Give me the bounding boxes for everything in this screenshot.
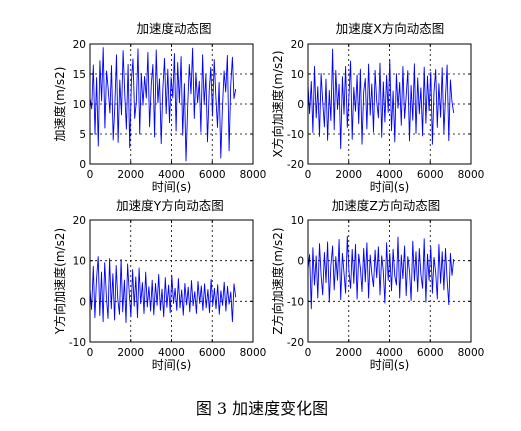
x-tick-label: 0: [305, 169, 312, 181]
y-axis-label: Y方向加速度(m/s2): [52, 228, 67, 335]
x-tick-label: 0: [87, 347, 94, 359]
x-tick-label: 8000: [240, 347, 267, 359]
y-tick-label: -20: [287, 337, 304, 349]
y-axis-label: Z方向加速度(m/s2): [270, 227, 285, 334]
series-line-1: [89, 256, 237, 323]
y-axis-label: X方向加速度(m/s2): [270, 50, 285, 157]
subplot-title: 加速度动态图: [136, 21, 211, 36]
y-tick-label: 0: [297, 99, 304, 111]
x-tick-label: 4000: [158, 169, 185, 181]
y-tick-label: 0: [79, 159, 86, 171]
y-tick-label: -10: [69, 337, 86, 349]
figure-caption: 图 3 加速度变化图: [196, 399, 328, 418]
x-axis-label: 时间(s): [152, 180, 192, 194]
x-tick-label: 8000: [458, 169, 485, 181]
y-axis-label: 加速度(m/s2): [52, 67, 67, 142]
x-tick-label: 2000: [335, 347, 362, 359]
series-line-1: [307, 235, 455, 310]
x-axis-label: 时间(s): [152, 358, 192, 372]
x-tick-label: 2000: [117, 347, 144, 359]
x-tick-label: 4000: [376, 347, 403, 359]
subplot-title: 加速度X方向动态图: [336, 21, 445, 36]
y-tick-label: 20: [73, 215, 86, 227]
y-tick-label: 5: [79, 129, 86, 141]
y-tick-label: -10: [287, 129, 304, 141]
y-tick-label: 15: [73, 69, 86, 81]
y-tick-label: 10: [73, 99, 86, 111]
series-line-1: [307, 48, 455, 150]
series-line-1: [89, 47, 237, 162]
x-tick-label: 8000: [240, 169, 267, 181]
x-axis-label: 时间(s): [370, 358, 410, 372]
y-tick-label: 10: [73, 256, 86, 268]
x-tick-label: 4000: [158, 347, 185, 359]
y-tick-label: 0: [297, 256, 304, 268]
x-tick-label: 6000: [417, 347, 444, 359]
subplot-4: 加速度Z方向动态图 0 2000 4000 6000 8000 -20 -10 0 10 时间(s)…: [270, 198, 484, 372]
y-tick-label: 20: [73, 39, 86, 51]
x-tick-label: 0: [305, 347, 312, 359]
y-tick-label: 10: [291, 69, 304, 81]
x-tick-label: 2000: [117, 169, 144, 181]
x-tick-label: 6000: [199, 169, 226, 181]
x-tick-label: 0: [87, 169, 94, 181]
x-tick-label: 2000: [335, 169, 362, 181]
y-tick-label: 0: [79, 296, 86, 308]
x-axis-label: 时间(s): [370, 180, 410, 194]
subplot-title: 加速度Z方向动态图: [332, 198, 441, 213]
y-tick-label: 20: [291, 39, 304, 51]
x-tick-label: 4000: [376, 169, 403, 181]
subplot-title: 加速度Y方向动态图: [116, 198, 224, 213]
y-tick-label: -20: [287, 159, 304, 171]
subplot-2: 加速度X方向动态图 0 2000 4000 6000 8000 -20 -10 0 10 20 时间(…: [270, 21, 484, 194]
x-tick-label: 6000: [417, 169, 444, 181]
x-tick-label: 8000: [458, 347, 485, 359]
y-tick-label: 10: [291, 215, 304, 227]
x-tick-label: 6000: [199, 347, 226, 359]
subplot-1: 加速度动态图 0 2000 4000 6000 8000 0 5 10 15 20 时间(s) 加速度(…: [52, 21, 266, 194]
y-tick-label: -10: [287, 296, 304, 308]
